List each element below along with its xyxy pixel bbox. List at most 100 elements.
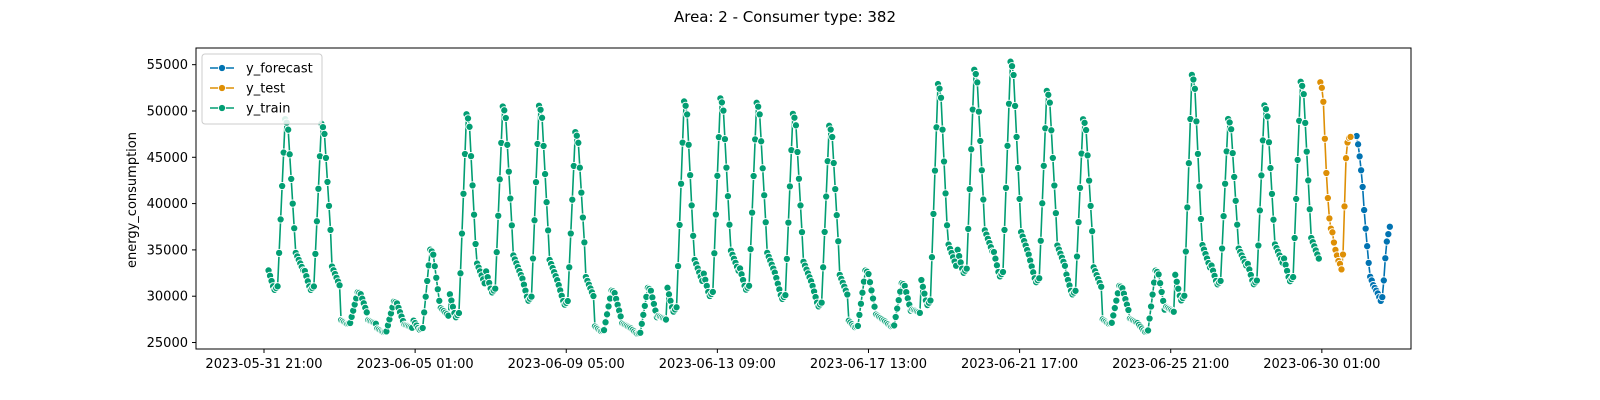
data-point-y-train	[927, 253, 937, 262]
data-point-y-train	[601, 318, 610, 327]
y-tick-label: 45000	[147, 151, 188, 166]
data-point-y-train	[324, 201, 334, 210]
data-point-y-train	[471, 239, 480, 249]
data-point-y-train	[713, 171, 722, 180]
x-tick-label: 2023-06-30 01:00	[1263, 357, 1380, 372]
plot-content	[264, 57, 1394, 338]
data-point-y-train	[893, 304, 902, 313]
data-point-y-train	[639, 310, 648, 319]
data-point-y-forecast	[1381, 254, 1390, 263]
data-point-y-train	[1154, 270, 1163, 279]
data-point-y-train	[1225, 118, 1234, 127]
data-point-y-train	[979, 195, 988, 204]
data-point-y-train	[661, 315, 671, 324]
data-point-y-train	[1174, 284, 1183, 293]
data-point-y-train	[1298, 81, 1307, 90]
data-point-y-train	[1080, 118, 1089, 127]
data-point-y-train	[722, 163, 731, 172]
legend-marker	[217, 63, 227, 73]
data-point-y-train	[749, 171, 758, 181]
legend-item-y-forecast: y_forecast	[210, 62, 313, 77]
data-point-y-train	[1189, 75, 1198, 84]
data-point-y-train	[674, 262, 683, 271]
data-point-y-train	[843, 290, 852, 299]
data-point-y-train	[640, 301, 649, 310]
data-point-y-train	[717, 98, 726, 107]
series-y-forecast	[1352, 131, 1394, 305]
data-point-y-train	[891, 312, 900, 322]
data-point-y-train	[745, 281, 754, 290]
data-point-y-train	[1233, 220, 1242, 229]
data-point-y-train	[939, 157, 949, 166]
data-point-y-train	[580, 238, 589, 247]
data-point-y-train	[1218, 244, 1227, 253]
data-point-y-train	[791, 121, 800, 130]
y-tick-label: 55000	[147, 58, 188, 73]
axes: 25000 30000 35000 40000 45000 50000 55000 2023-…	[147, 47, 1412, 372]
data-point-y-train	[941, 189, 950, 198]
data-point-y-train	[323, 177, 332, 186]
data-point-y-train	[935, 84, 944, 93]
data-point-y-train	[686, 171, 695, 180]
data-point-y-train	[943, 221, 952, 230]
data-point-y-train	[309, 282, 318, 291]
data-point-y-train	[917, 275, 926, 285]
data-point-y-train	[758, 164, 767, 173]
x-tick-label: 2023-06-09 05:00	[508, 357, 625, 372]
data-point-y-train	[1009, 70, 1018, 80]
data-point-y-train	[454, 309, 464, 318]
data-point-y-train	[1292, 194, 1301, 203]
legend-label: y_test	[246, 82, 285, 97]
data-point-y-train	[683, 110, 692, 119]
data-point-y-train	[314, 184, 323, 193]
data-point-y-train	[793, 147, 802, 157]
data-point-y-train	[528, 254, 538, 263]
data-point-y-train	[834, 237, 843, 246]
data-point-y-train	[599, 326, 609, 335]
data-point-y-train	[288, 199, 297, 208]
data-point-y-train	[531, 178, 541, 187]
data-point-y-train	[784, 218, 793, 227]
data-point-y-train	[754, 102, 763, 111]
data-point-y-train	[1038, 199, 1047, 208]
data-point-y-train	[1254, 241, 1263, 250]
data-point-y-train	[890, 321, 899, 330]
data-point-y-train	[711, 210, 720, 219]
data-point-y-train	[566, 229, 575, 238]
data-point-y-train	[1263, 112, 1272, 121]
data-point-y-train	[929, 209, 938, 218]
data-point-y-train	[725, 220, 734, 229]
data-point-y-train	[565, 263, 574, 272]
data-point-y-train	[1045, 98, 1054, 107]
data-point-y-train	[637, 319, 646, 328]
data-point-y-train	[466, 152, 476, 161]
data-point-y-train	[1074, 218, 1083, 227]
data-point-y-train	[870, 302, 879, 311]
data-point-y-train	[1290, 233, 1299, 243]
data-point-y-test	[1322, 168, 1331, 178]
data-point-y-train	[1072, 252, 1082, 261]
data-point-y-train	[432, 273, 441, 282]
data-point-y-train	[1252, 276, 1261, 285]
data-point-y-train	[500, 106, 509, 115]
data-point-y-test	[1329, 238, 1338, 247]
data-point-y-test	[1320, 134, 1329, 143]
data-point-y-train	[1180, 291, 1189, 300]
data-point-y-train	[287, 174, 296, 184]
data-point-y-train	[663, 283, 672, 292]
data-point-y-train	[826, 125, 835, 134]
data-point-y-train	[666, 296, 675, 305]
data-point-y-train	[992, 261, 1001, 270]
data-point-y-train	[1085, 176, 1094, 185]
data-point-y-train	[1076, 183, 1085, 192]
data-point-y-train	[1299, 90, 1308, 99]
data-point-y-train	[853, 321, 862, 331]
data-point-y-train	[1314, 254, 1323, 263]
data-point-y-train	[542, 198, 551, 207]
data-point-y-test	[1317, 83, 1326, 92]
data-point-y-train	[429, 250, 438, 259]
data-point-y-train	[1221, 179, 1230, 188]
data-point-y-forecast	[1384, 230, 1393, 239]
data-point-y-train	[1261, 105, 1270, 114]
